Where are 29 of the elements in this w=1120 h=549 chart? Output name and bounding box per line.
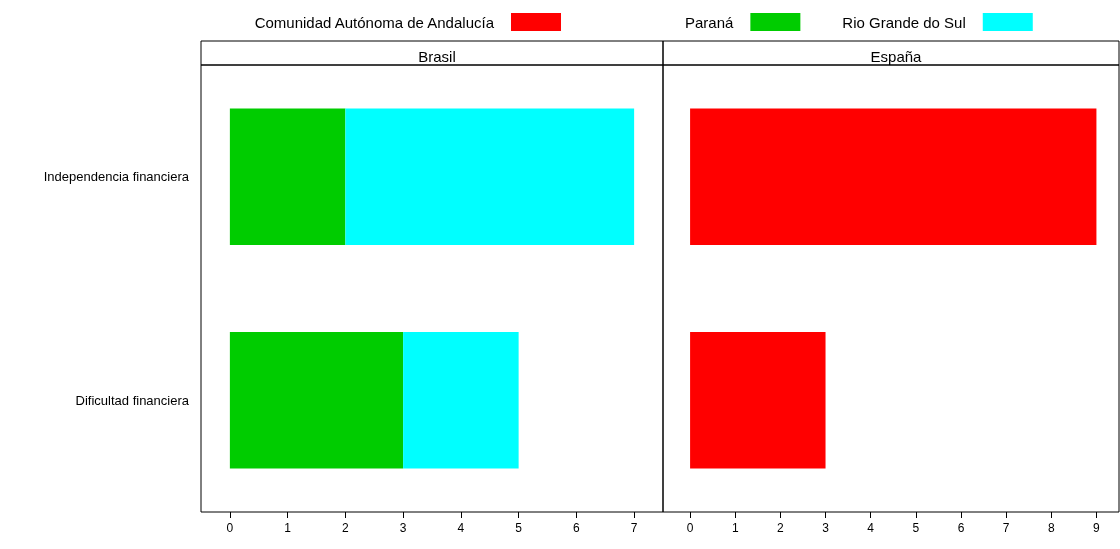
bar [345,108,635,245]
x-tick-label: 7 [630,521,638,535]
x-tick-label: 9 [1093,521,1101,535]
bar [229,332,404,469]
x-tick-label: 6 [573,521,581,535]
chart-title: España [870,48,923,65]
y-tick-label: Independencia financiera [43,169,190,185]
x-tick-label: 4 [867,521,875,535]
bar [403,332,519,469]
x-tick-label: 3 [822,521,830,535]
x-tick-label: 4 [457,521,465,535]
x-tick-label: 0 [686,521,694,535]
x-tick-label: 8 [1047,521,1055,535]
legend-label: Rio Grande do Sul [842,13,966,31]
legend-label: Comunidad Autónoma de Andalucía [254,13,495,31]
x-tick-label: 7 [1002,521,1010,535]
legend-label: Paraná [684,13,735,31]
bar [229,108,346,245]
x-tick-label: 2 [342,521,350,535]
chart-title: Brasil [418,48,456,65]
x-tick-label: 5 [912,521,920,535]
x-tick-label: 1 [284,521,292,535]
y-tick-label: Dificultad financiera [75,392,190,408]
x-tick-label: 1 [731,521,739,535]
x-tick-label: 6 [957,521,965,535]
x-tick-label: 5 [515,521,523,535]
x-tick-label: 0 [226,521,234,535]
x-tick-label: 3 [399,521,407,535]
x-tick-label: 2 [777,521,785,535]
